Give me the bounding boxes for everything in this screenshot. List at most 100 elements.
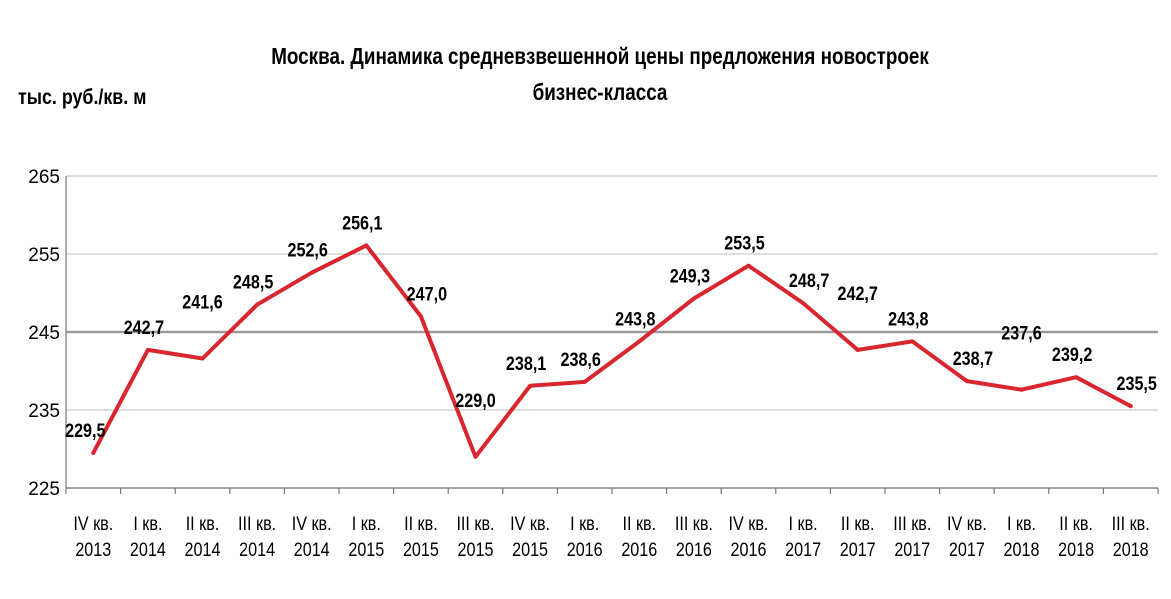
- data-label: 252,6: [287, 239, 328, 261]
- data-label: 243,8: [888, 308, 929, 330]
- series: [91, 243, 1133, 459]
- x-tick-label-year: 2016: [676, 539, 712, 561]
- x-tick-label-year: 2014: [185, 539, 221, 561]
- x-tick-label-year: 2015: [403, 539, 439, 561]
- x-tick-label: IV кв. 2013: [73, 513, 113, 561]
- chart-title: Москва. Динамика средневзвешенной цены п…: [239, 38, 961, 110]
- x-tick-label-year: 2018: [1004, 539, 1040, 561]
- x-tick-label-quarter: II кв.: [841, 513, 875, 535]
- x-tick-label-year: 2018: [1113, 539, 1149, 561]
- x-tick-label-quarter: III кв.: [675, 513, 713, 535]
- x-tick-label-quarter: III кв.: [456, 513, 494, 535]
- data-point: [1074, 375, 1079, 380]
- data-label: 253,5: [724, 232, 765, 254]
- data-point: [637, 339, 642, 344]
- y-tick-label: 265: [28, 167, 60, 188]
- data-point: [855, 347, 860, 352]
- y-tick-labels: 225 235 245 255 265: [28, 167, 60, 500]
- x-tick-label: III кв. 2017: [893, 513, 931, 561]
- x-tick-label-quarter: IV кв.: [947, 513, 987, 535]
- x-tick-label: III кв. 2014: [238, 513, 276, 561]
- data-label: 256,1: [342, 212, 383, 234]
- x-tick-label: III кв. 2016: [675, 513, 713, 561]
- data-labels: 229,5 242,7 241,6 248,5 252,6 256,1 247,0 229,0…: [65, 212, 1157, 441]
- x-tick-label: IV кв. 2017: [947, 513, 987, 561]
- data-point: [746, 263, 751, 268]
- data-point: [528, 383, 533, 388]
- x-tick-label-year: 2017: [840, 539, 876, 561]
- data-label: 247,0: [407, 283, 448, 305]
- x-tick-label-year: 2015: [458, 539, 494, 561]
- data-label: 237,6: [1001, 322, 1042, 344]
- x-tick-label: IV кв. 2015: [510, 513, 550, 561]
- x-tick-label-quarter: III кв.: [238, 513, 276, 535]
- y-tick-label: 225: [28, 479, 60, 500]
- data-label: 238,1: [506, 353, 547, 375]
- data-label: 248,7: [789, 270, 830, 292]
- y-axis-label: тыс. руб./кв. м: [18, 86, 147, 109]
- y-tick-label: 235: [28, 401, 60, 422]
- data-label: 248,5: [233, 271, 274, 293]
- axes: [65, 176, 1159, 494]
- data-point: [145, 347, 150, 352]
- x-tick-label-year: 2016: [731, 539, 767, 561]
- x-tick-label-year: 2014: [294, 539, 330, 561]
- data-label: 238,7: [953, 348, 994, 370]
- x-tick-label: II кв. 2016: [621, 513, 657, 561]
- x-tick-label-quarter: I кв.: [1007, 513, 1036, 535]
- x-tick-label: IV кв. 2016: [729, 513, 769, 561]
- data-point: [91, 450, 96, 455]
- x-tick-label-year: 2017: [785, 539, 821, 561]
- x-tick-label: III кв. 2018: [1112, 513, 1150, 561]
- x-tick-label-year: 2014: [130, 539, 166, 561]
- x-tick-label: I кв. 2018: [1004, 513, 1040, 561]
- data-point: [473, 454, 478, 459]
- x-tick-label-year: 2017: [949, 539, 985, 561]
- x-tick-label-quarter: II кв.: [404, 513, 438, 535]
- x-tick-label-year: 2015: [512, 539, 548, 561]
- x-tick-label-quarter: I кв.: [789, 513, 818, 535]
- data-label: 229,5: [65, 420, 106, 442]
- y-tick-label: 245: [28, 323, 60, 344]
- data-point: [418, 314, 423, 319]
- x-tick-label-year: 2013: [75, 539, 111, 561]
- data-label: 243,8: [615, 308, 656, 330]
- data-label: 238,6: [560, 349, 601, 371]
- x-tick-label-quarter: IV кв.: [729, 513, 769, 535]
- data-point: [255, 302, 260, 307]
- data-point: [582, 379, 587, 384]
- chart-title-line-1: Москва. Динамика средневзвешенной цены п…: [271, 43, 929, 69]
- chart-title-line-2: бизнес-класса: [532, 79, 668, 105]
- data-label: 235,5: [1116, 373, 1157, 395]
- data-label: 242,7: [124, 317, 165, 339]
- data-point: [964, 379, 969, 384]
- data-point: [691, 296, 696, 301]
- x-tick-label: II кв. 2018: [1058, 513, 1094, 561]
- x-tick-label-quarter: IV кв.: [292, 513, 332, 535]
- x-tick-label-quarter: IV кв.: [510, 513, 550, 535]
- x-tick-label-quarter: I кв.: [570, 513, 599, 535]
- data-label: 242,7: [837, 283, 878, 305]
- x-tick-label-quarter: III кв.: [1112, 513, 1150, 535]
- data-point: [364, 243, 369, 248]
- x-tick-label: II кв. 2015: [403, 513, 439, 561]
- x-tick-label: I кв. 2016: [567, 513, 603, 561]
- x-tick-label: III кв. 2015: [456, 513, 494, 561]
- data-point: [309, 270, 314, 275]
- x-tick-label-year: 2015: [348, 539, 384, 561]
- x-tick-label: IV кв. 2014: [292, 513, 332, 561]
- y-tick-label: 255: [28, 245, 60, 266]
- x-tick-label-year: 2016: [567, 539, 603, 561]
- data-point: [910, 339, 915, 344]
- x-tick-labels: IV кв. 2013 I кв. 2014 II кв. 2014 III кв. 2014…: [73, 513, 1149, 561]
- data-label: 249,3: [670, 265, 711, 287]
- x-tick-label-quarter: I кв.: [133, 513, 162, 535]
- x-tick-label: II кв. 2017: [840, 513, 876, 561]
- x-tick-label-year: 2017: [894, 539, 930, 561]
- data-point: [200, 356, 205, 361]
- x-tick-label-quarter: III кв.: [893, 513, 931, 535]
- data-label: 229,0: [455, 390, 496, 412]
- x-tick-label: I кв. 2014: [130, 513, 166, 561]
- x-tick-label-quarter: IV кв.: [73, 513, 113, 535]
